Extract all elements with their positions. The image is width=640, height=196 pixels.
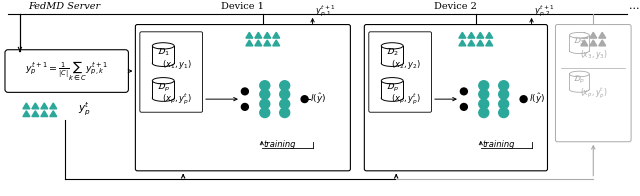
Text: $(x_p, y_p^t)$: $(x_p, y_p^t)$ bbox=[391, 91, 421, 107]
Text: $\mathcal{D}_1$: $\mathcal{D}_1$ bbox=[157, 47, 170, 58]
Text: $\mathcal{D}_p$: $\mathcal{D}_p$ bbox=[157, 82, 170, 93]
Polygon shape bbox=[32, 103, 39, 109]
Ellipse shape bbox=[570, 71, 589, 77]
Polygon shape bbox=[581, 40, 588, 46]
Bar bbox=[152, 46, 174, 63]
Circle shape bbox=[241, 88, 248, 95]
Text: $(x_2, y_2)$: $(x_2, y_2)$ bbox=[391, 58, 421, 71]
Circle shape bbox=[499, 99, 509, 109]
Polygon shape bbox=[599, 40, 605, 46]
Text: $(x_p, y_p^t)$: $(x_p, y_p^t)$ bbox=[162, 91, 192, 107]
Bar bbox=[152, 81, 174, 98]
Text: $(x_p, y_p^t)$: $(x_p, y_p^t)$ bbox=[579, 86, 607, 101]
Text: $y_{p,1}^{t+1}$: $y_{p,1}^{t+1}$ bbox=[314, 3, 335, 19]
Text: $\mathcal{D}_p$: $\mathcal{D}_p$ bbox=[386, 82, 399, 93]
Circle shape bbox=[460, 88, 467, 95]
Bar bbox=[381, 81, 403, 98]
Ellipse shape bbox=[152, 43, 174, 49]
Circle shape bbox=[280, 99, 290, 109]
Polygon shape bbox=[477, 40, 484, 46]
Text: training: training bbox=[483, 140, 515, 149]
Polygon shape bbox=[590, 40, 596, 46]
Polygon shape bbox=[264, 40, 271, 46]
Circle shape bbox=[280, 81, 290, 90]
Polygon shape bbox=[590, 32, 596, 38]
Polygon shape bbox=[246, 32, 253, 38]
Circle shape bbox=[301, 96, 308, 103]
Polygon shape bbox=[255, 32, 262, 38]
FancyBboxPatch shape bbox=[5, 50, 129, 92]
Polygon shape bbox=[459, 32, 466, 38]
Text: $\mathcal{D}_3$: $\mathcal{D}_3$ bbox=[573, 35, 586, 47]
Circle shape bbox=[460, 103, 467, 110]
Text: $l(\hat{y})$: $l(\hat{y})$ bbox=[529, 92, 545, 106]
Circle shape bbox=[260, 108, 270, 118]
Circle shape bbox=[241, 103, 248, 110]
Polygon shape bbox=[486, 32, 493, 38]
Circle shape bbox=[280, 108, 290, 118]
FancyBboxPatch shape bbox=[136, 24, 350, 171]
Circle shape bbox=[499, 81, 509, 90]
Circle shape bbox=[499, 108, 509, 118]
Ellipse shape bbox=[381, 78, 403, 84]
Circle shape bbox=[479, 89, 489, 99]
Ellipse shape bbox=[381, 43, 403, 49]
Polygon shape bbox=[273, 40, 280, 46]
Polygon shape bbox=[32, 111, 39, 117]
Circle shape bbox=[520, 96, 527, 103]
Polygon shape bbox=[50, 103, 57, 109]
Polygon shape bbox=[23, 111, 30, 117]
Circle shape bbox=[280, 89, 290, 99]
Text: $\mathcal{D}_2$: $\mathcal{D}_2$ bbox=[386, 47, 399, 58]
Polygon shape bbox=[486, 40, 493, 46]
Polygon shape bbox=[273, 32, 280, 38]
Text: $y_{p,2}^{t+1}$: $y_{p,2}^{t+1}$ bbox=[534, 3, 554, 19]
Circle shape bbox=[260, 81, 270, 90]
Text: ...: ... bbox=[629, 1, 639, 11]
Polygon shape bbox=[41, 111, 48, 117]
Polygon shape bbox=[459, 40, 466, 46]
FancyBboxPatch shape bbox=[364, 24, 547, 171]
Text: $y_p^t$: $y_p^t$ bbox=[77, 101, 90, 119]
Polygon shape bbox=[468, 32, 475, 38]
Text: $l(\hat{y})$: $l(\hat{y})$ bbox=[310, 92, 326, 106]
Bar bbox=[570, 74, 589, 89]
Polygon shape bbox=[41, 103, 48, 109]
Text: $(x_1, y_1)$: $(x_1, y_1)$ bbox=[162, 58, 192, 71]
FancyBboxPatch shape bbox=[369, 32, 431, 112]
Circle shape bbox=[479, 99, 489, 109]
Circle shape bbox=[499, 89, 509, 99]
Ellipse shape bbox=[152, 78, 174, 84]
Text: Device 2: Device 2 bbox=[435, 2, 477, 11]
FancyBboxPatch shape bbox=[140, 32, 203, 112]
Circle shape bbox=[479, 108, 489, 118]
Text: Device 1: Device 1 bbox=[221, 2, 264, 11]
FancyBboxPatch shape bbox=[556, 24, 631, 142]
Circle shape bbox=[479, 81, 489, 90]
Polygon shape bbox=[581, 32, 588, 38]
Text: $y_p^{t+1} = \frac{1}{|C|} \sum_{k \in C} y_{p,k}^{t+1}$: $y_p^{t+1} = \frac{1}{|C|} \sum_{k \in C… bbox=[26, 59, 108, 83]
Polygon shape bbox=[255, 40, 262, 46]
Polygon shape bbox=[23, 103, 30, 109]
Bar bbox=[570, 35, 589, 51]
Polygon shape bbox=[599, 32, 605, 38]
Polygon shape bbox=[477, 32, 484, 38]
Text: training: training bbox=[264, 140, 296, 149]
Polygon shape bbox=[468, 40, 475, 46]
Ellipse shape bbox=[570, 32, 589, 38]
Text: $\mathcal{D}_p$: $\mathcal{D}_p$ bbox=[573, 74, 586, 86]
Polygon shape bbox=[246, 40, 253, 46]
Text: $(x_3, y_3)$: $(x_3, y_3)$ bbox=[579, 48, 607, 61]
Polygon shape bbox=[50, 111, 57, 117]
Circle shape bbox=[260, 99, 270, 109]
Bar bbox=[381, 46, 403, 63]
Polygon shape bbox=[264, 32, 271, 38]
Text: FedMD Server: FedMD Server bbox=[29, 2, 100, 11]
Circle shape bbox=[260, 89, 270, 99]
